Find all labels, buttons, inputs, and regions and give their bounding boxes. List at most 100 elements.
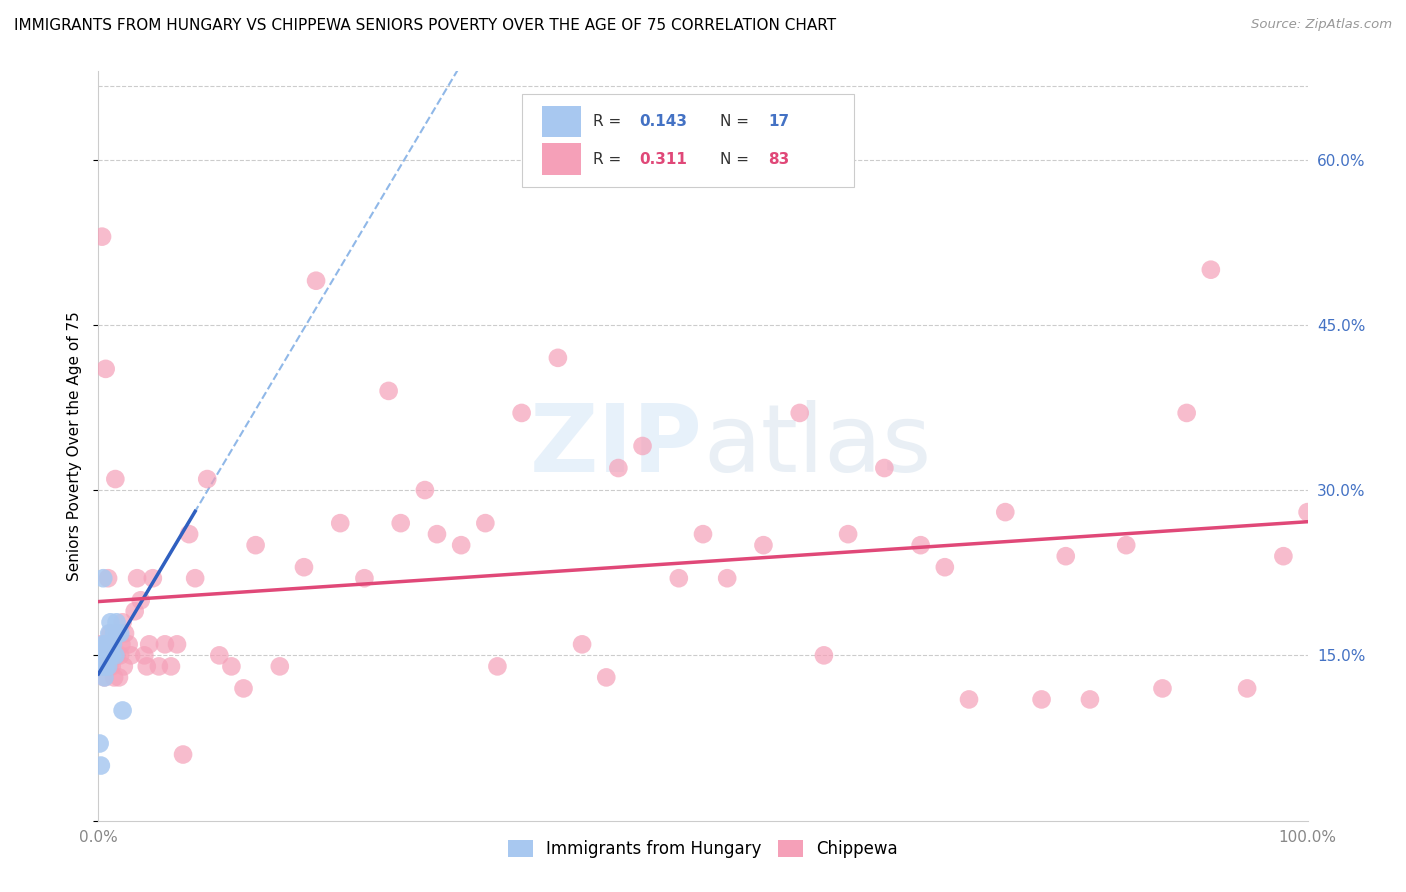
Point [108,670,131,684]
Point [148,659,170,673]
Text: N =: N = [720,152,754,167]
Point [138,637,160,651]
Y-axis label: Seniors Poverty Over the Age of 75: Seniors Poverty Over the Age of 75 [67,311,83,581]
Legend: Immigrants from Hungary, Chippewa: Immigrants from Hungary, Chippewa [501,833,905,864]
Point [124,604,146,618]
Point [127,571,149,585]
Point [108,626,131,640]
Point [1175,406,1198,420]
Point [101,637,124,651]
Text: Source: ZipAtlas.com: Source: ZipAtlas.com [1251,18,1392,31]
Point [329,516,352,530]
Point [100,659,122,673]
Point [179,527,201,541]
Point [135,659,157,673]
Point [93,670,115,684]
Point [389,516,412,530]
Point [108,648,131,663]
Point [142,571,165,585]
Point [631,439,654,453]
Point [91,659,114,673]
Point [450,538,472,552]
Point [1054,549,1077,564]
Point [100,648,122,663]
Point [1152,681,1174,696]
Point [93,659,115,673]
Point [292,560,315,574]
Point [571,637,593,651]
Text: IMMIGRANTS FROM HUNGARY VS CHIPPEWA SENIORS POVERTY OVER THE AGE OF 75 CORRELATI: IMMIGRANTS FROM HUNGARY VS CHIPPEWA SENI… [14,18,837,33]
Point [752,538,775,552]
Point [668,571,690,585]
Point [94,637,117,651]
Point [93,670,115,684]
Point [1296,505,1319,519]
Point [91,229,114,244]
Point [96,648,118,663]
Point [90,758,112,772]
Point [103,670,125,684]
Point [105,615,128,630]
Point [107,626,129,640]
Point [184,571,207,585]
Point [91,659,114,673]
Point [100,615,122,630]
Point [1236,681,1258,696]
Point [232,681,254,696]
Text: ZIP: ZIP [530,400,703,492]
Point [114,626,136,640]
Point [98,648,121,663]
Point [94,659,117,673]
Point [96,637,118,651]
Text: R =: R = [593,152,626,167]
Point [118,637,141,651]
Point [934,560,956,574]
Point [195,472,218,486]
Point [97,571,120,585]
Point [104,648,127,663]
Point [103,626,125,640]
Point [96,637,118,651]
Point [120,648,142,663]
Point [1272,549,1295,564]
Point [1078,692,1101,706]
Point [377,384,399,398]
Point [172,747,194,762]
Point [1199,262,1222,277]
Point [813,648,835,663]
Point [91,637,114,651]
Point [94,362,117,376]
Point [104,472,127,486]
Point [910,538,932,552]
Point [221,659,243,673]
Bar [543,144,581,175]
Point [100,626,122,640]
Point [101,637,124,651]
Point [789,406,811,420]
Text: 17: 17 [768,114,789,129]
Point [160,659,183,673]
Point [716,571,738,585]
Point [134,648,156,663]
Point [98,626,121,640]
Point [100,637,122,651]
Point [97,659,120,673]
Point [595,670,617,684]
Point [510,406,533,420]
Point [112,659,135,673]
Point [245,538,267,552]
Point [89,737,111,751]
Point [93,648,115,663]
Text: 0.143: 0.143 [638,114,688,129]
Point [111,703,134,717]
Point [166,637,188,651]
Text: N =: N = [720,114,754,129]
Text: atlas: atlas [703,400,931,492]
Point [413,483,436,497]
Point [1115,538,1137,552]
Point [111,615,134,630]
Text: R =: R = [593,114,626,129]
Point [98,659,121,673]
Point [692,527,714,541]
Point [837,527,859,541]
